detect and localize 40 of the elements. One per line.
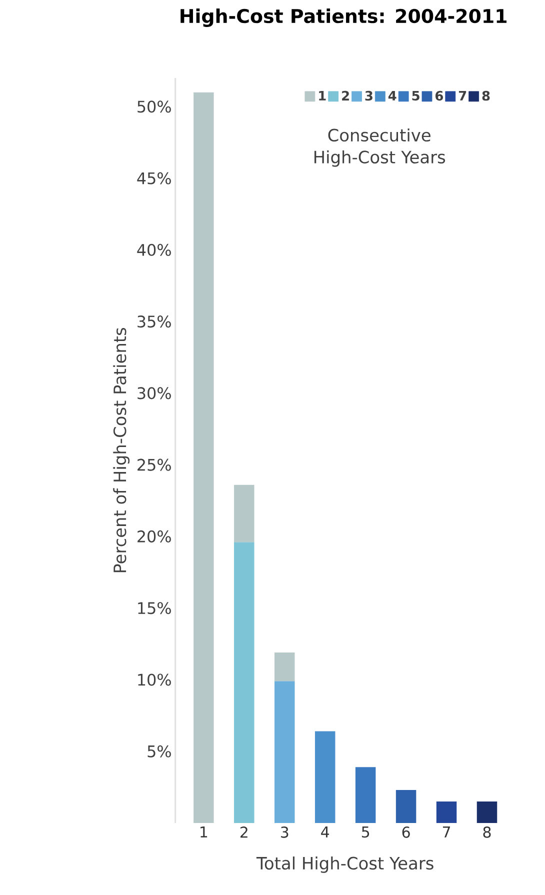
y-tick-label: 10% (138, 674, 171, 686)
bar (274, 681, 295, 823)
y-tick-label: 15% (138, 602, 171, 614)
legend-label: 3 (365, 90, 372, 101)
y-axis-title: Percent of High-Cost Patients (112, 328, 130, 572)
legend-label: 1 (318, 90, 326, 100)
bar (193, 92, 214, 823)
y-tick-label: 35% (137, 316, 171, 328)
legend-label: 6 (435, 90, 443, 101)
y-tick-label: 50% (137, 100, 171, 113)
bar (355, 767, 376, 823)
legend-label: 8 (482, 90, 490, 101)
bar (234, 484, 254, 542)
bar (396, 790, 416, 823)
y-tick-label: 25% (137, 458, 171, 471)
y-tick-label: 20% (137, 530, 171, 542)
x-tick-label: 3 (280, 826, 288, 838)
x-tick-label: 1 (200, 826, 207, 838)
bar (476, 802, 497, 823)
y-tick-label: 30% (137, 387, 171, 400)
bar (234, 542, 254, 823)
bar (314, 731, 336, 823)
bar (436, 802, 456, 823)
x-tick-label: 8 (483, 826, 491, 838)
legend-label: 4 (388, 90, 396, 100)
x-tick-label: 4 (320, 826, 329, 838)
chart-title: High-Cost Patients: 2004-2011 (180, 8, 506, 27)
x-axis-title: Total High-Cost Years (256, 856, 434, 873)
y-tick-label: 45% (137, 172, 171, 184)
legend-title: Consecutive High-Cost Years (314, 128, 445, 167)
legend-label: 5 (412, 90, 420, 101)
y-tick-label: 5% (148, 745, 171, 758)
x-tick-label: 2 (240, 826, 248, 838)
x-tick-label: 6 (402, 826, 410, 838)
x-tick-label: 7 (442, 826, 450, 838)
bar (274, 652, 295, 682)
y-tick-label: 40% (137, 244, 171, 256)
legend-label: 2 (342, 90, 349, 100)
x-tick-label: 5 (362, 826, 369, 838)
legend-label: 7 (458, 90, 466, 100)
